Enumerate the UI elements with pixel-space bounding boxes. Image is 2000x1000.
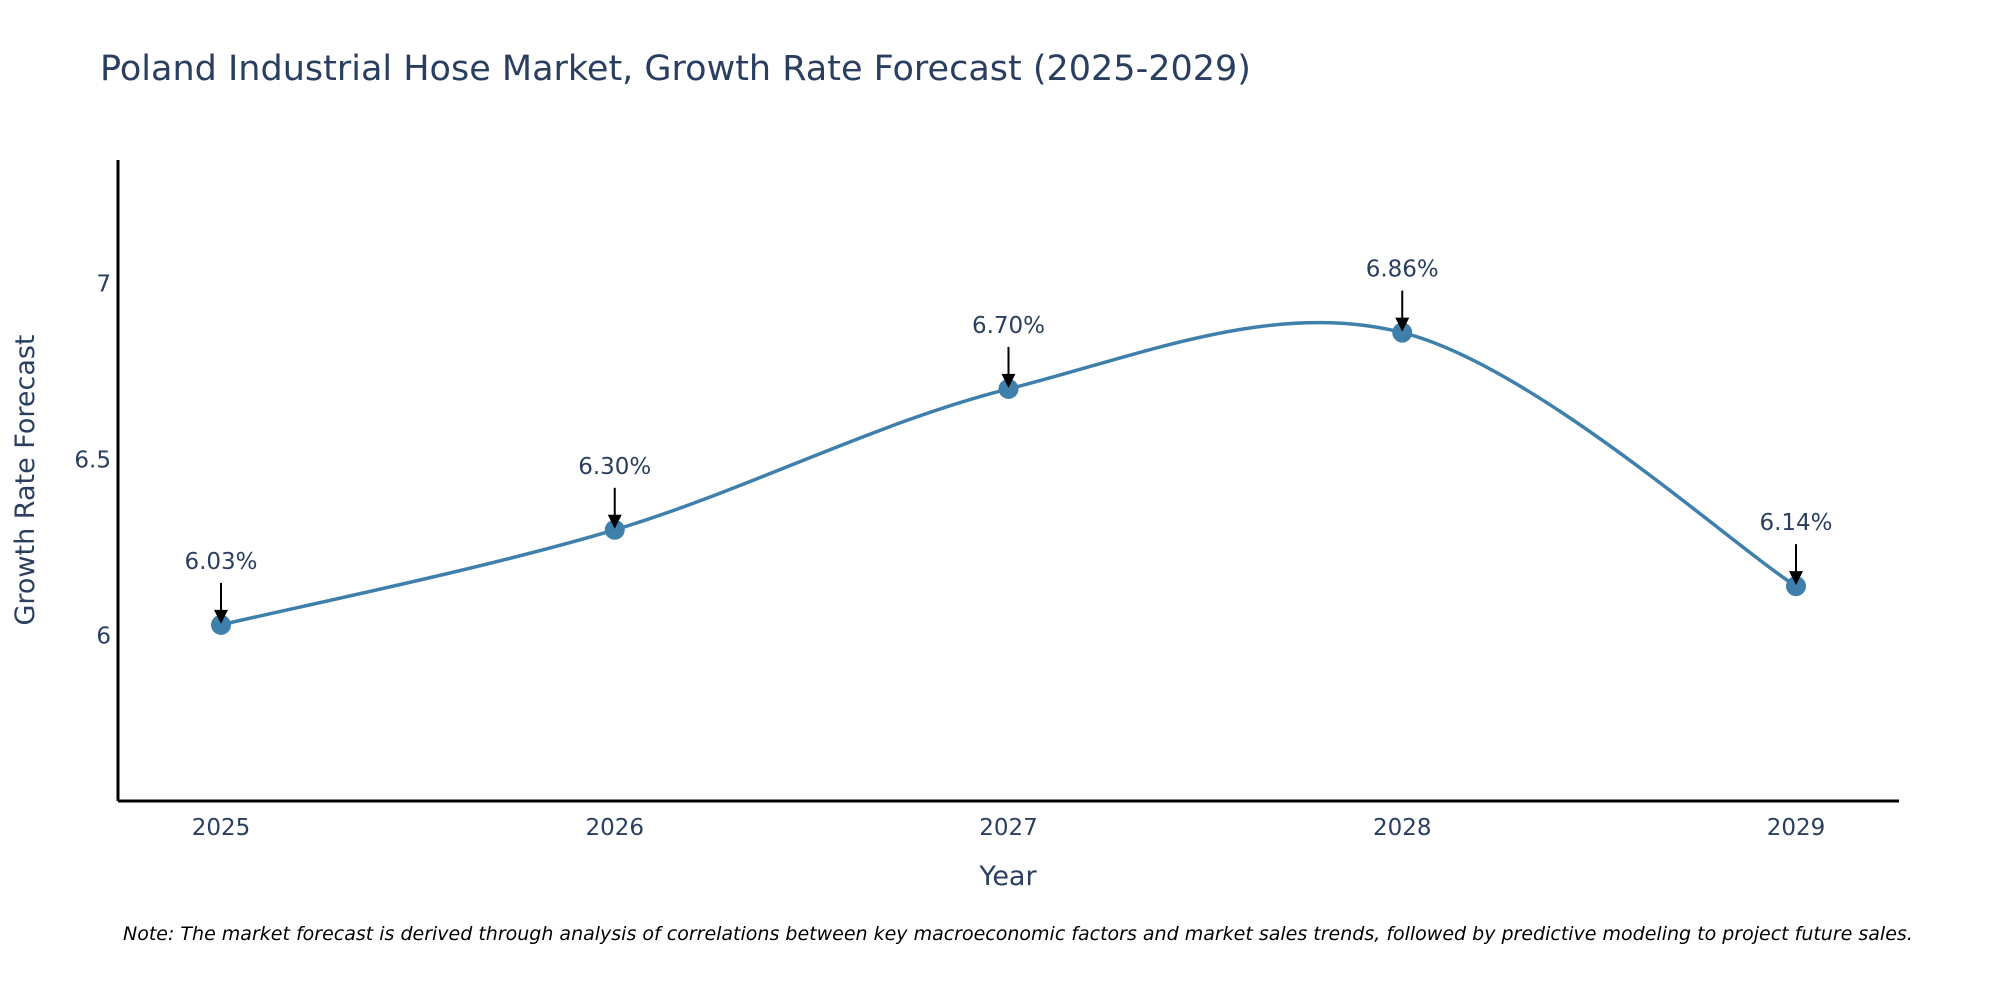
data-point [1392, 322, 1413, 343]
x-tick-label: 2028 [1373, 815, 1432, 841]
data-point [998, 378, 1019, 399]
data-point [211, 614, 231, 635]
x-axis-title: Year [978, 861, 1037, 892]
y-tick-label: 6.5 [74, 447, 111, 473]
y-tick-label: 7 [96, 271, 111, 297]
footnote: Note: The market forecast is derived thr… [123, 923, 1913, 945]
x-tick-label: 2027 [979, 815, 1038, 841]
data-label: 6.03% [184, 549, 257, 575]
y-tick-label: 6 [96, 623, 111, 649]
data-points [211, 322, 1806, 635]
x-tick-label: 2029 [1767, 815, 1826, 841]
y-axis-ticks: 66.57 [74, 271, 111, 649]
annotation-arrow-head [607, 514, 622, 529]
annotation-arrow-head [1789, 571, 1803, 586]
data-label: 6.86% [1366, 257, 1439, 283]
annotation-arrow-head [214, 609, 228, 624]
data-label: 6.70% [972, 313, 1045, 339]
x-tick-label: 2026 [585, 815, 644, 841]
plot-area: 66.57 2025 2026 2027 2028 2029 6.03%6.30%6.7… [74, 160, 1899, 841]
x-axis-ticks: 2025 2026 2027 2028 2029 [192, 815, 1826, 841]
chart-title: Poland Industrial Hose Market, Growth Ra… [100, 49, 1251, 89]
data-point [1786, 576, 1806, 597]
data-label: 6.14% [1759, 510, 1832, 536]
annotation-arrow-head [1395, 317, 1410, 332]
x-tick-label: 2025 [192, 815, 251, 841]
y-axis-title: Growth Rate Forecast [10, 334, 41, 625]
data-label: 6.30% [578, 454, 651, 480]
data-annotations: 6.03% 6.30% 6.70% 6.86% 6.14% [184, 257, 1833, 624]
data-point [604, 519, 625, 540]
annotation-arrow-head [1001, 373, 1016, 388]
